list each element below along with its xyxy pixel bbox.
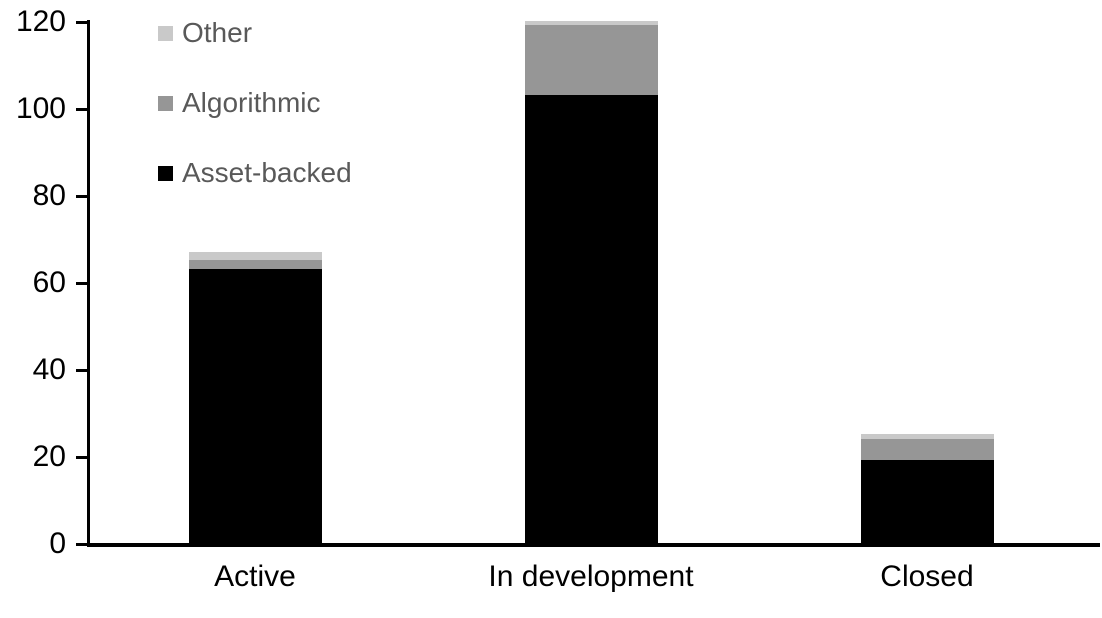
y-tick-mark [76, 108, 87, 111]
legend-item-algorithmic: Algorithmic [158, 88, 320, 118]
y-tick-mark [76, 456, 87, 459]
y-tick-label: 80 [32, 179, 66, 212]
bar-segment-asset-backed [189, 268, 322, 543]
bar-segment-other [189, 251, 322, 261]
legend-label: Other [182, 17, 253, 48]
y-tick-mark [76, 21, 87, 24]
legend-label: Algorithmic [182, 87, 321, 118]
x-axis-category-label: In development [488, 560, 694, 593]
y-tick-mark [76, 282, 87, 285]
bar-segment-algorithmic [189, 260, 322, 269]
y-tick-label: 120 [15, 5, 66, 38]
bar-segment-other [525, 21, 658, 26]
y-tick-label: 40 [32, 353, 66, 386]
y-tick-mark [76, 369, 87, 372]
legend-item-other: Other [158, 18, 252, 48]
x-axis-category-label: Active [214, 560, 296, 593]
y-tick-label: 0 [49, 527, 66, 560]
bar-segment-asset-backed [525, 94, 658, 543]
legend-label: Asset-backed [182, 157, 352, 188]
y-tick-mark [76, 543, 87, 546]
legend-swatch-icon [158, 165, 173, 181]
y-tick-label: 100 [15, 92, 66, 125]
x-axis-category-label: Closed [880, 560, 974, 593]
y-axis-line [87, 20, 90, 547]
bar-segment-algorithmic [525, 25, 658, 95]
legend-swatch-icon [158, 25, 173, 41]
bar-segment-asset-backed [861, 460, 994, 543]
x-axis-line [87, 543, 1100, 547]
y-tick-mark [76, 195, 87, 198]
bar-segment-algorithmic [861, 438, 994, 461]
legend-swatch-icon [158, 95, 173, 111]
y-tick-label: 20 [32, 440, 66, 473]
bar-segment-other [861, 434, 994, 439]
y-tick-label: 60 [32, 266, 66, 299]
legend-item-asset-backed: Asset-backed [158, 158, 352, 188]
